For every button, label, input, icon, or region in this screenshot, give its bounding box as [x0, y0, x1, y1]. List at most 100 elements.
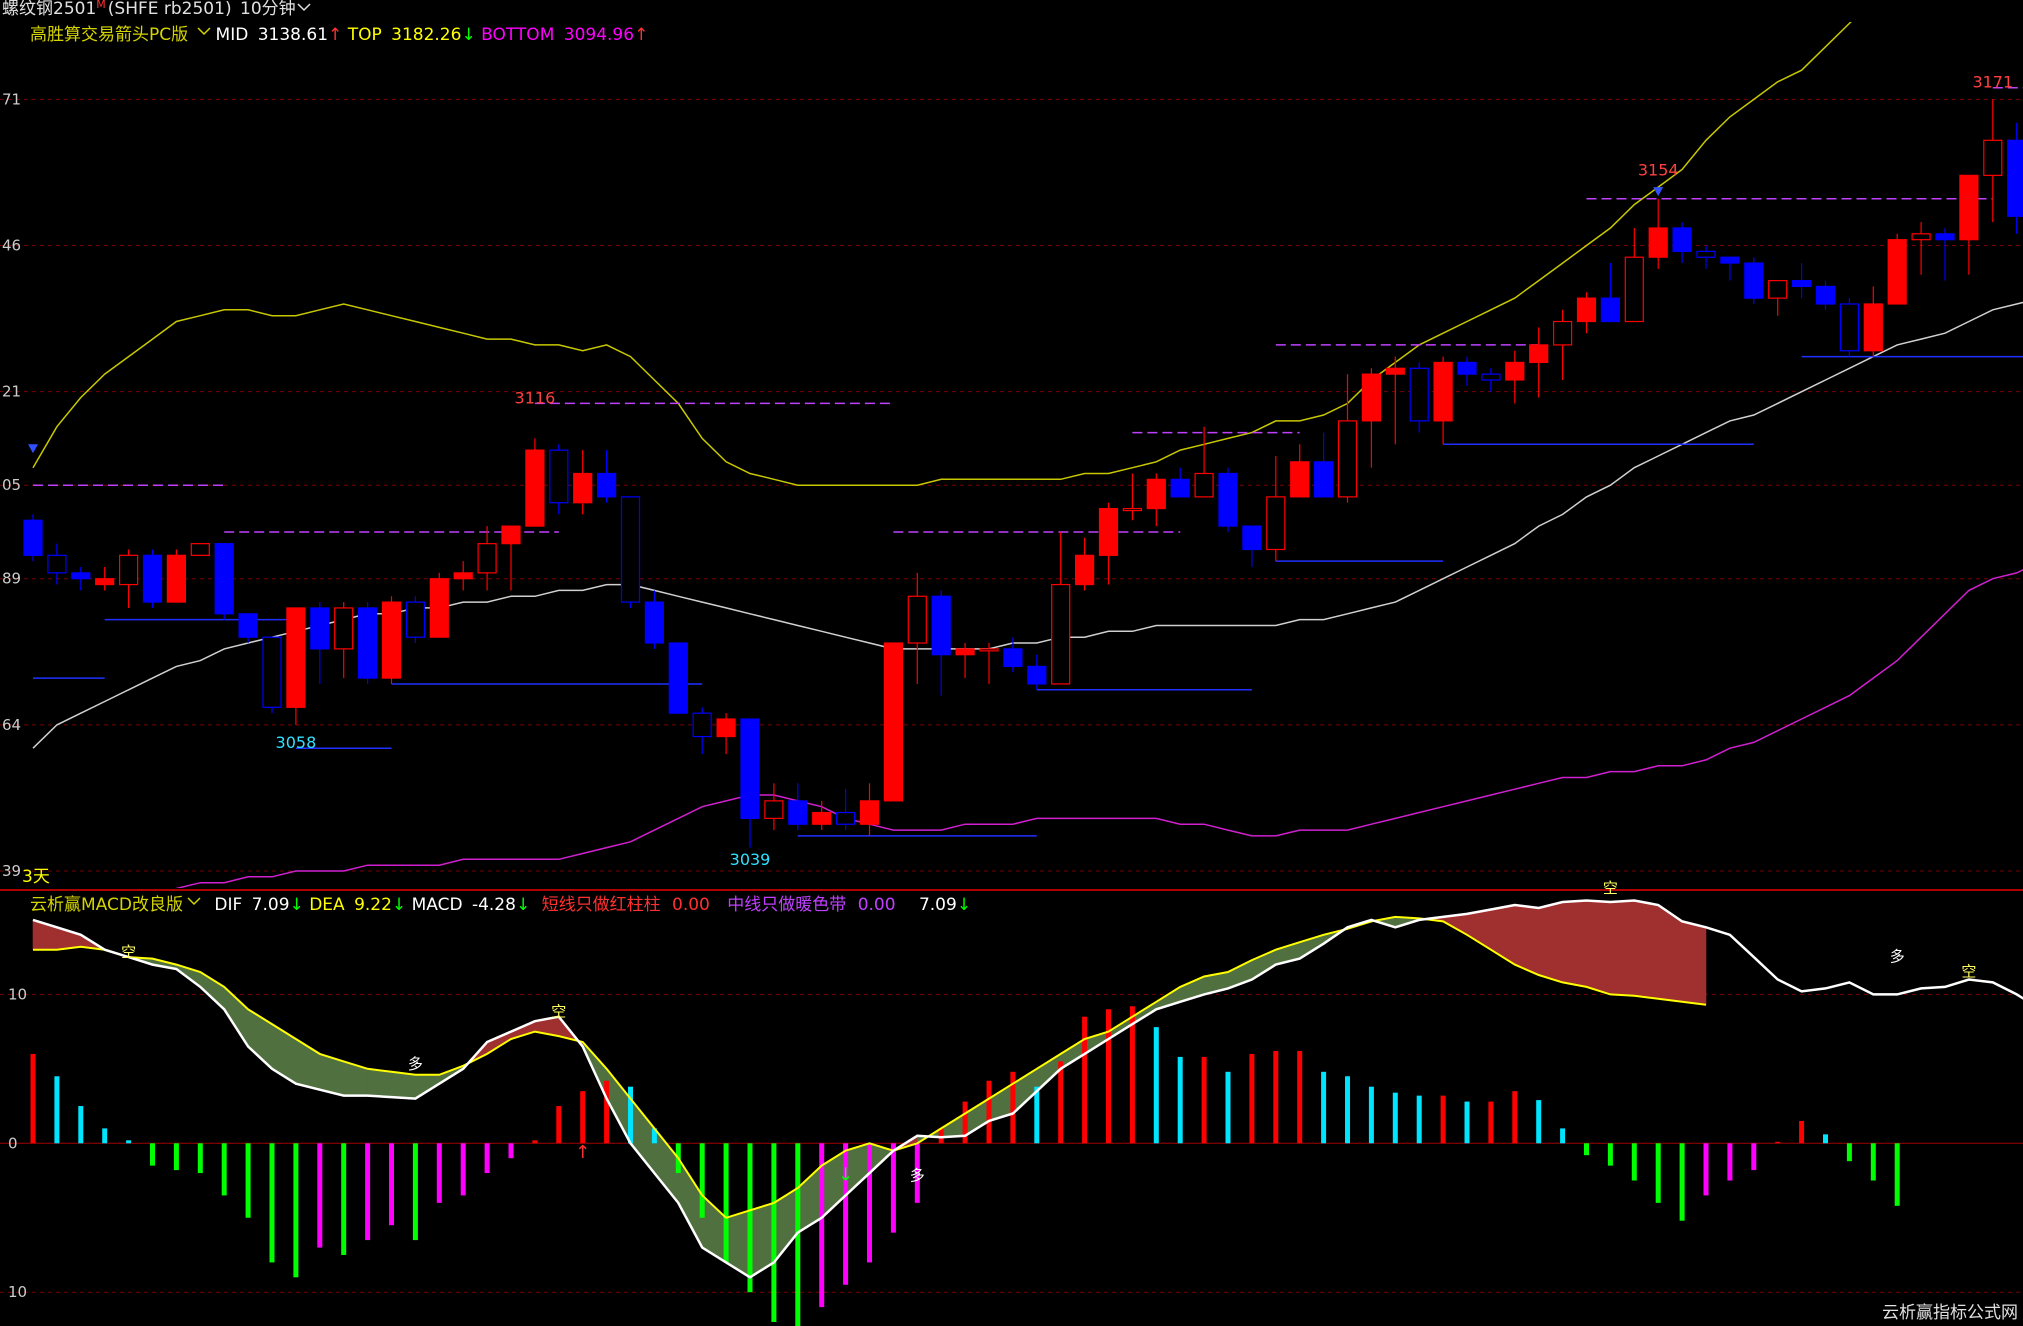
- histogram-bar: [1345, 1076, 1350, 1144]
- histogram-bar: [1512, 1091, 1518, 1144]
- candle: [644, 590, 665, 649]
- histogram-bar: [173, 1143, 179, 1171]
- candle-body: [1935, 233, 1955, 241]
- candle-body: [1385, 367, 1405, 375]
- candle-body: [1624, 256, 1644, 323]
- bottom-arrow: ↑: [634, 25, 648, 45]
- histogram-bar: [1034, 1086, 1040, 1144]
- candle: [1481, 368, 1501, 392]
- candle: [740, 718, 760, 848]
- candle: [47, 543, 67, 585]
- histogram-bar: [1153, 1027, 1159, 1144]
- dif-label: DIF: [214, 895, 242, 915]
- candle: [668, 642, 688, 714]
- candle: [1529, 327, 1549, 398]
- candle: [1600, 263, 1621, 323]
- histogram-bar: [1416, 1095, 1422, 1144]
- histogram-bar: [460, 1143, 466, 1196]
- candle: [549, 444, 569, 515]
- histogram-bar: [1751, 1143, 1757, 1171]
- candle-body: [788, 800, 808, 825]
- candle: [1648, 198, 1668, 269]
- histogram-bar: [914, 1143, 920, 1203]
- candle: [214, 543, 234, 620]
- candle: [1505, 350, 1525, 404]
- histogram-bar: [890, 1143, 896, 1233]
- day-marker: 3天: [22, 867, 50, 887]
- candle: [1624, 227, 1644, 323]
- macd-axis-labels: 10 0 10: [8, 985, 27, 1301]
- ribbon-segment: [1562, 900, 1587, 988]
- candle: [1194, 426, 1214, 498]
- candle: [573, 450, 593, 515]
- histogram-bar: [365, 1143, 371, 1241]
- bottom-label: BOTTOM: [481, 25, 554, 45]
- candle-body: [310, 607, 330, 650]
- histogram-bar: [1321, 1071, 1327, 1144]
- candle: [381, 596, 402, 684]
- candle: [1409, 362, 1429, 433]
- candle: [1457, 356, 1477, 386]
- candle-body: [740, 718, 760, 819]
- candle: [1361, 368, 1382, 468]
- candle: [238, 613, 258, 644]
- candle: [286, 607, 306, 725]
- period-label[interactable]: 10分钟: [240, 0, 296, 19]
- candle-body: [596, 472, 617, 498]
- histogram-bar: [1273, 1050, 1279, 1144]
- y-tick-label: 21: [2, 383, 21, 401]
- candle: [1863, 286, 1883, 357]
- histogram-bar: [1440, 1095, 1446, 1144]
- candle: [1170, 467, 1190, 498]
- y-tick-label: 10: [8, 1283, 27, 1301]
- candle-body: [118, 554, 139, 586]
- candle-body: [238, 613, 258, 638]
- price-annotations: 3116 3058 3039 3154 3171: [28, 73, 2013, 869]
- candle: [1576, 292, 1597, 334]
- candle-body: [1242, 525, 1262, 551]
- candle-body: [1648, 227, 1668, 258]
- candle-body: [1576, 297, 1597, 323]
- chevron-down-icon[interactable]: [197, 27, 211, 36]
- histogram-bar: [30, 1053, 36, 1144]
- candle-body: [573, 472, 593, 504]
- mid-arrow: ↑: [328, 25, 342, 45]
- mid-label: MID: [216, 25, 249, 45]
- candle-body: [835, 811, 856, 825]
- histogram-bar: [1631, 1143, 1637, 1181]
- candle: [1003, 637, 1023, 673]
- dif-arrow: ↓: [290, 895, 304, 915]
- bottom-band-line: [175, 568, 2023, 888]
- histogram-bar: [293, 1143, 299, 1278]
- histogram-bar: [126, 1140, 132, 1144]
- histogram-bar: [1225, 1071, 1231, 1144]
- candle-body: [1959, 174, 1979, 241]
- candle: [1552, 309, 1573, 380]
- candle: [118, 549, 139, 608]
- chevron-down-icon[interactable]: [297, 3, 311, 12]
- dea-arrow: ↓: [392, 895, 406, 915]
- candle: [23, 514, 43, 562]
- top-indicator-name: 高胜算交易箭头PC版: [30, 25, 188, 45]
- candle: [931, 590, 951, 696]
- candle: [405, 596, 425, 644]
- candle-body: [1051, 583, 1071, 685]
- macd-histogram: [30, 1006, 1900, 1326]
- candle: [907, 572, 927, 684]
- candle-body: [1839, 303, 1860, 352]
- y-tick-label: 89: [2, 570, 21, 588]
- candle-body: [1409, 367, 1429, 422]
- chevron-down-icon[interactable]: [187, 897, 201, 906]
- period-selector[interactable]: 10分钟: [240, 0, 311, 19]
- candle-body: [644, 601, 665, 644]
- candle-body: [95, 578, 115, 586]
- mid-term-value: 0.00: [858, 895, 896, 915]
- histogram-bar: [389, 1143, 394, 1226]
- candle: [1218, 467, 1238, 532]
- candle-body: [2007, 139, 2023, 217]
- candle: [1337, 374, 1358, 503]
- macd-arrow: ↓: [516, 895, 530, 915]
- candle-body: [1218, 472, 1238, 527]
- signal-label: 多: [910, 1167, 925, 1185]
